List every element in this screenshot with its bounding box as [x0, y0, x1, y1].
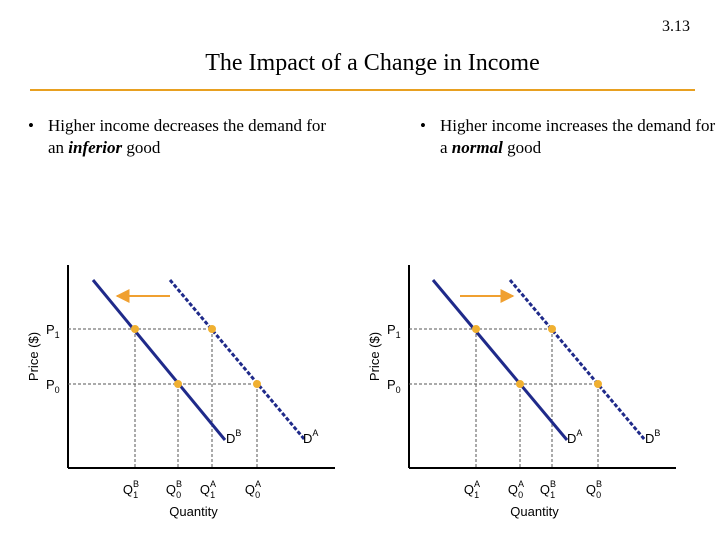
chart-inferior-label-DB-sup: B — [235, 428, 241, 438]
chart-normal-label-DB-base: D — [645, 431, 654, 446]
chart-inferior-ylabel: Price ($) — [26, 332, 41, 381]
slide-title: The Impact of a Change in Income — [205, 50, 540, 76]
chart-normal-label-DB-sup: B — [654, 428, 660, 438]
chart-normal-xtick-Q0B-sup: B — [596, 479, 602, 489]
chart-inferior-xtick-Q1B: QB 1 — [123, 479, 139, 500]
bullet-text-post: good — [122, 138, 161, 157]
chart-normal-xtick-Q0A-sup: A — [518, 479, 524, 489]
chart-inferior-point-Q1B-P1 — [131, 325, 139, 333]
chart-normal-xtick-Q1B-base: Q — [540, 482, 550, 497]
chart-inferior-xtick-Q1A-base: Q — [200, 482, 210, 497]
chart-inferior-ytick-P0-base: P — [46, 377, 55, 392]
chart-normal-label-DA-sup: A — [576, 428, 582, 438]
chart-inferior-ytick-P0-sub: 0 — [55, 385, 60, 395]
bullet-dot: • — [420, 116, 426, 135]
bullet-emphasis: normal — [451, 138, 503, 157]
chart-normal-ytick-P1: P1 — [387, 322, 401, 340]
chart-inferior-xtick-Q1B-base: Q — [123, 482, 133, 497]
chart-normal-demand-curve-DB — [508, 279, 647, 441]
chart-inferior-ytick-P1: P1 — [46, 322, 60, 340]
chart-normal-demand-curve-DA — [431, 279, 569, 441]
chart-normal-xtick-Q1A: QA 1 — [464, 479, 480, 500]
chart-inferior-label-DA: DA — [303, 428, 318, 446]
chart-inferior-point-Q0B-P0 — [174, 380, 182, 388]
chart-normal-point-Q1A-P1 — [472, 325, 480, 333]
chart-normal-xtick-Q0B-base: Q — [586, 482, 596, 497]
bullet-text: Higher income increases the demand for a… — [420, 115, 720, 159]
chart-inferior-demand-curve-DA — [168, 279, 307, 441]
bullet-emphasis: inferior — [68, 138, 123, 157]
chart-normal-xtick-Q0B-sub: 0 — [596, 490, 601, 500]
chart-normal-point-Q0B-P0 — [594, 380, 602, 388]
chart-inferior-xtick-Q1B-sup: B — [133, 479, 139, 489]
chart-inferior-xtick-Q0B-base: Q — [166, 482, 176, 497]
chart-inferior-label-DA-sup: A — [312, 428, 318, 438]
chart-inferior-point-Q0A-P0 — [253, 380, 261, 388]
chart-normal-ytick-P1-base: P — [387, 322, 396, 337]
chart-normal-xtick-Q1A-sup: A — [474, 479, 480, 489]
chart-inferior-point-Q1A-P1 — [208, 325, 216, 333]
chart-normal-xtick-Q0A-sub: 0 — [518, 490, 523, 500]
title-rule — [30, 89, 695, 91]
chart-inferior-label-DB-base: D — [226, 431, 235, 446]
chart-inferior-xtick-Q0A-sup: A — [255, 479, 261, 489]
bullet-text-post: good — [502, 138, 542, 157]
chart-normal-xlabel: Quantity — [510, 504, 559, 519]
chart-normal-ytick-P0: P0 — [387, 377, 401, 395]
chart-inferior-xlabel: Quantity — [169, 504, 218, 519]
chart-inferior-xtick-Q0A: QA 0 — [245, 479, 261, 500]
chart-inferior-xtick-Q0B: QB 0 — [166, 479, 182, 500]
chart-normal-xtick-Q1B: QB 1 — [540, 479, 556, 500]
chart-normal-point-Q0A-P0 — [516, 380, 524, 388]
bullet-text-pre: Higher income increases the demand for a — [440, 116, 716, 157]
bullet-normal-good: • Higher income increases the demand for… — [420, 115, 720, 159]
chart-normal-label-DA: DA — [567, 428, 582, 446]
chart-normal-xtick-Q1A-sub: 1 — [474, 490, 479, 500]
chart-normal-ylabel: Price ($) — [367, 332, 382, 381]
chart-normal-ytick-P1-sub: 1 — [396, 330, 401, 340]
chart-normal-xtick-Q0A-base: Q — [508, 482, 518, 497]
chart-inferior-xtick-Q0B-sub: 0 — [176, 490, 181, 500]
slide-number: 3.13 — [662, 18, 690, 35]
chart-inferior-xtick-Q0A-sub: 0 — [255, 490, 260, 500]
chart-normal-label-DA-base: D — [567, 431, 576, 446]
chart-inferior-xtick-Q1A: QA 1 — [200, 479, 216, 500]
chart-normal-label-DB: DB — [645, 428, 660, 446]
chart-normal-xtick-Q0B: QB 0 — [586, 479, 602, 500]
chart-inferior-label-DB: DB — [226, 428, 241, 446]
chart-inferior-ytick-P0: P0 — [46, 377, 60, 395]
chart-inferior-xtick-Q0B-sup: B — [176, 479, 182, 489]
bullet-text-pre: Higher income decreases the demand for a… — [48, 116, 327, 157]
chart-normal-xtick-Q1A-base: Q — [464, 482, 474, 497]
chart-inferior-label-DA-base: D — [303, 431, 312, 446]
chart-inferior-demand-curve-DB — [91, 279, 227, 441]
bullet-dot: • — [28, 116, 34, 135]
chart-inferior-ytick-P1-sub: 1 — [55, 330, 60, 340]
bullet-text: Higher income decreases the demand for a… — [28, 115, 328, 159]
chart-inferior-xtick-Q1B-sub: 1 — [133, 490, 138, 500]
chart-normal-xtick-Q1B-sup: B — [550, 479, 556, 489]
chart-normal-xtick-Q1B-sub: 1 — [550, 490, 555, 500]
bullet-inferior-good: • Higher income decreases the demand for… — [28, 115, 328, 159]
chart-inferior-ytick-P1-base: P — [46, 322, 55, 337]
chart-normal-xtick-Q0A: QA 0 — [508, 479, 524, 500]
chart-normal-ytick-P0-base: P — [387, 377, 396, 392]
chart-inferior-xtick-Q0A-base: Q — [245, 482, 255, 497]
chart-normal-ytick-P0-sub: 0 — [396, 385, 401, 395]
chart-normal-point-Q1B-P1 — [548, 325, 556, 333]
chart-inferior-xtick-Q1A-sup: A — [210, 479, 216, 489]
chart-inferior-xtick-Q1A-sub: 1 — [210, 490, 215, 500]
